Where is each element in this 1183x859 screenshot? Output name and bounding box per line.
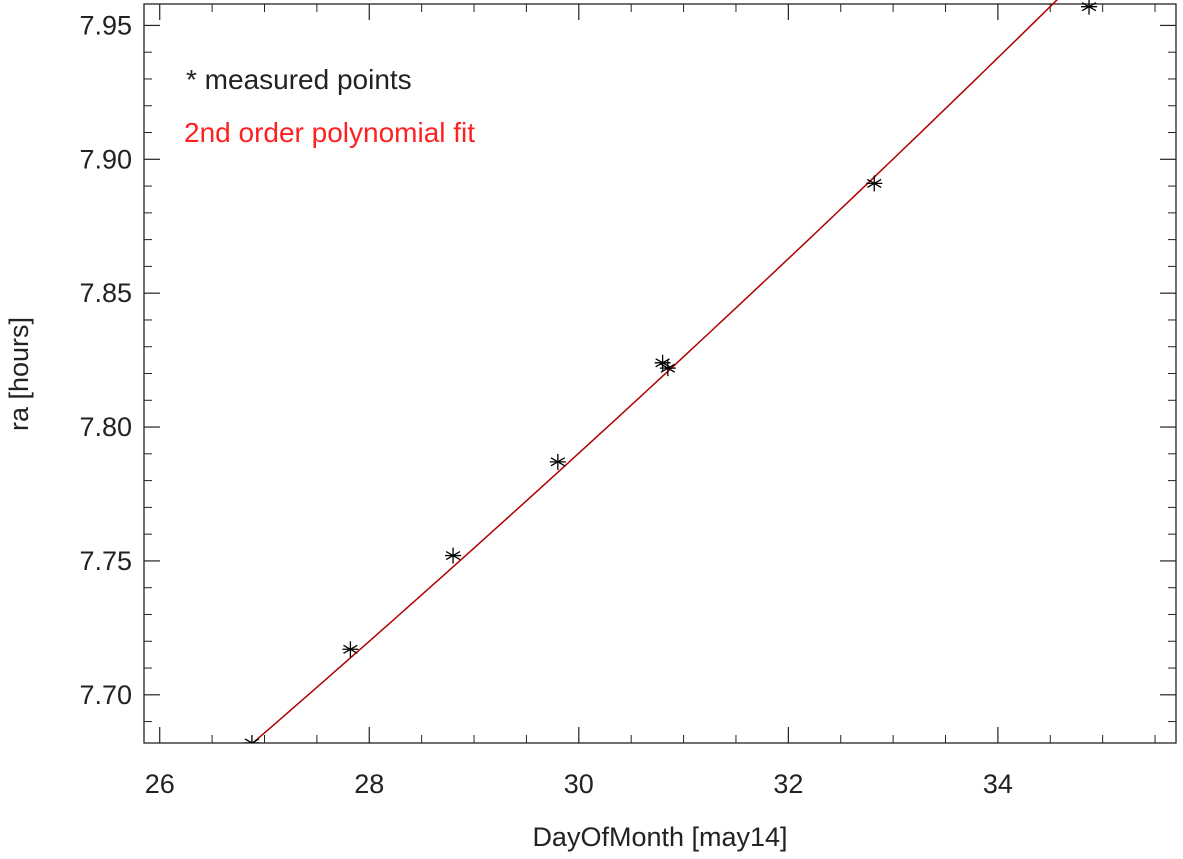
legend-measured-points: * measured points xyxy=(186,64,412,95)
x-axis-title: DayOfMonth [may14] xyxy=(532,822,787,852)
x-tick-label: 34 xyxy=(983,769,1013,799)
measured-point xyxy=(866,175,883,192)
measured-point xyxy=(342,641,359,658)
y-axis-title: ra [hours] xyxy=(4,317,34,431)
legend-polynomial-fit: 2nd order polynomial fit xyxy=(184,117,475,148)
measured-point xyxy=(549,453,566,470)
plot-area xyxy=(243,0,1098,743)
measured-point xyxy=(1081,0,1098,15)
y-tick-label: 7.90 xyxy=(79,144,132,174)
x-tick-label: 32 xyxy=(773,769,803,799)
y-tick-label: 7.75 xyxy=(79,546,132,576)
measured-point xyxy=(445,547,462,564)
axis-ticks xyxy=(144,4,1176,743)
y-tick-label: 7.70 xyxy=(79,680,132,710)
x-tick-labels: 26 28 30 32 34 xyxy=(145,769,1013,799)
measured-point xyxy=(659,360,676,377)
fit-curve xyxy=(251,0,1058,743)
y-tick-label: 7.85 xyxy=(79,278,132,308)
y-tick-label: 7.95 xyxy=(79,10,132,40)
x-tick-label: 26 xyxy=(145,769,175,799)
y-tick-labels: 7.70 7.75 7.80 7.85 7.90 7.95 xyxy=(79,10,132,709)
x-tick-label: 28 xyxy=(354,769,384,799)
x-tick-label: 30 xyxy=(564,769,594,799)
measured-point xyxy=(243,735,260,743)
plot-frame xyxy=(143,3,1177,744)
y-tick-label: 7.80 xyxy=(79,412,132,442)
